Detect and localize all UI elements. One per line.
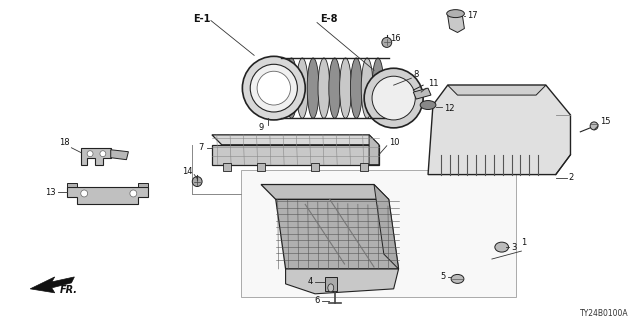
- Ellipse shape: [285, 58, 298, 118]
- Text: 14: 14: [182, 167, 192, 176]
- Polygon shape: [261, 185, 388, 199]
- Ellipse shape: [275, 58, 287, 118]
- Circle shape: [192, 177, 202, 187]
- Text: FR.: FR.: [60, 285, 77, 295]
- Ellipse shape: [296, 58, 308, 118]
- Text: TY24B0100A: TY24B0100A: [580, 309, 629, 318]
- Circle shape: [130, 190, 137, 197]
- Bar: [311, 163, 319, 171]
- Circle shape: [243, 56, 305, 120]
- Circle shape: [100, 151, 106, 157]
- Polygon shape: [30, 277, 74, 293]
- Text: 18: 18: [59, 138, 70, 147]
- Polygon shape: [285, 269, 399, 294]
- Circle shape: [81, 190, 88, 197]
- Polygon shape: [111, 150, 129, 160]
- Text: 10: 10: [388, 138, 399, 147]
- Text: 1: 1: [522, 238, 527, 247]
- Text: E-1: E-1: [193, 13, 211, 24]
- Text: E-8: E-8: [320, 13, 337, 24]
- Polygon shape: [138, 182, 148, 188]
- Ellipse shape: [318, 58, 330, 118]
- Bar: [257, 163, 265, 171]
- Polygon shape: [369, 135, 379, 165]
- Text: 9: 9: [259, 124, 264, 132]
- Polygon shape: [81, 148, 111, 165]
- Ellipse shape: [447, 10, 465, 18]
- Polygon shape: [212, 145, 379, 165]
- Text: 11: 11: [428, 79, 438, 88]
- Ellipse shape: [328, 284, 333, 292]
- Ellipse shape: [420, 100, 436, 109]
- Ellipse shape: [495, 242, 509, 252]
- Text: 5: 5: [440, 272, 445, 281]
- Ellipse shape: [361, 58, 373, 118]
- Text: 7: 7: [198, 143, 204, 152]
- Circle shape: [382, 37, 392, 47]
- Text: 16: 16: [390, 34, 401, 43]
- Text: 6: 6: [315, 296, 320, 305]
- Circle shape: [250, 64, 298, 112]
- Text: 4: 4: [308, 277, 313, 286]
- Polygon shape: [428, 85, 570, 175]
- Polygon shape: [67, 182, 77, 188]
- Bar: [223, 163, 230, 171]
- Ellipse shape: [451, 275, 464, 284]
- Ellipse shape: [372, 58, 384, 118]
- Ellipse shape: [351, 58, 362, 118]
- Bar: [360, 163, 368, 171]
- Polygon shape: [374, 185, 399, 269]
- Polygon shape: [67, 188, 148, 204]
- Ellipse shape: [329, 58, 340, 118]
- Circle shape: [257, 71, 291, 105]
- Polygon shape: [413, 88, 431, 99]
- Polygon shape: [276, 199, 399, 269]
- Text: 8: 8: [413, 70, 419, 79]
- Circle shape: [372, 76, 415, 120]
- Polygon shape: [212, 135, 379, 145]
- Bar: [325, 277, 337, 291]
- Text: 3: 3: [511, 243, 517, 252]
- Ellipse shape: [307, 58, 319, 118]
- Polygon shape: [448, 85, 546, 95]
- Text: 12: 12: [444, 103, 454, 113]
- Ellipse shape: [340, 58, 351, 118]
- Circle shape: [364, 68, 423, 128]
- Text: 13: 13: [45, 188, 56, 197]
- Bar: [241, 170, 516, 297]
- Text: 2: 2: [568, 173, 574, 182]
- Polygon shape: [448, 16, 465, 33]
- Text: 15: 15: [600, 117, 611, 126]
- Text: 17: 17: [467, 11, 478, 20]
- Circle shape: [590, 122, 598, 130]
- Circle shape: [87, 151, 93, 157]
